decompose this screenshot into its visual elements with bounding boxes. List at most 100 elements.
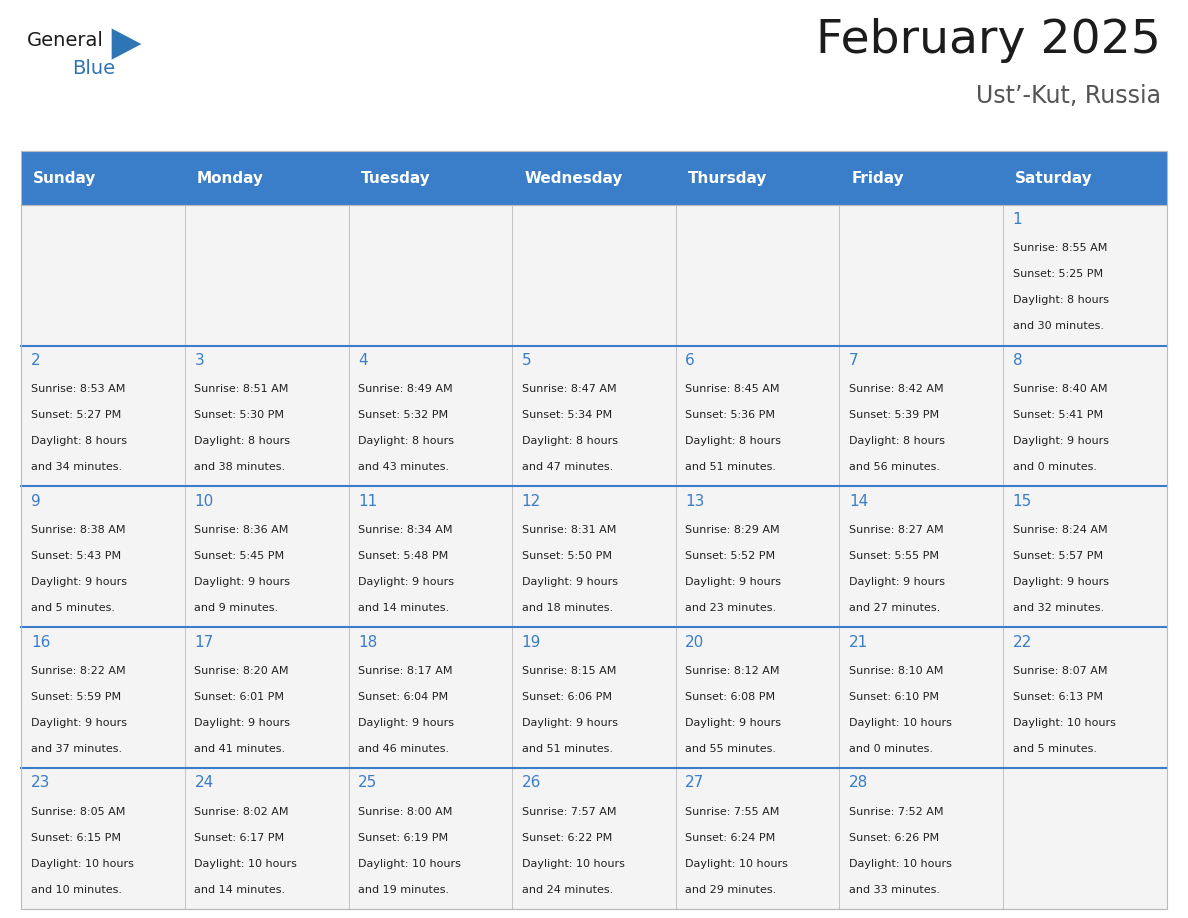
Text: Sunset: 5:27 PM: Sunset: 5:27 PM [31, 410, 121, 420]
Bar [512, 205, 676, 345]
Text: and 18 minutes.: and 18 minutes. [522, 603, 613, 613]
Text: Daylight: 9 hours: Daylight: 9 hours [31, 577, 127, 587]
Text: Daylight: 10 hours: Daylight: 10 hours [195, 858, 297, 868]
Text: Daylight: 8 hours: Daylight: 8 hours [522, 436, 618, 446]
Bar [676, 627, 840, 768]
Text: Sunset: 5:55 PM: Sunset: 5:55 PM [849, 551, 939, 561]
Text: Sunset: 6:19 PM: Sunset: 6:19 PM [358, 833, 448, 843]
Bar [512, 345, 676, 487]
Text: and 10 minutes.: and 10 minutes. [31, 885, 122, 895]
Text: Daylight: 9 hours: Daylight: 9 hours [849, 577, 944, 587]
Text: Sunset: 6:06 PM: Sunset: 6:06 PM [522, 692, 612, 701]
Text: Sunrise: 8:02 AM: Sunrise: 8:02 AM [195, 807, 289, 816]
Text: and 5 minutes.: and 5 minutes. [31, 603, 115, 613]
Text: Sunset: 6:10 PM: Sunset: 6:10 PM [849, 692, 939, 701]
Bar [348, 345, 512, 487]
Text: Sunrise: 8:29 AM: Sunrise: 8:29 AM [685, 525, 781, 535]
Text: and 47 minutes.: and 47 minutes. [522, 463, 613, 472]
Text: Daylight: 9 hours: Daylight: 9 hours [685, 577, 782, 587]
Text: Blue: Blue [72, 59, 115, 78]
Text: Daylight: 9 hours: Daylight: 9 hours [1012, 577, 1108, 587]
Bar [21, 345, 185, 487]
Text: Monday: Monday [197, 171, 264, 185]
Text: 5: 5 [522, 353, 531, 368]
Text: Daylight: 10 hours: Daylight: 10 hours [849, 718, 952, 728]
Text: 24: 24 [195, 776, 214, 790]
Text: Sunset: 5:32 PM: Sunset: 5:32 PM [358, 410, 448, 420]
Text: Sunset: 5:41 PM: Sunset: 5:41 PM [1012, 410, 1102, 420]
Text: Sunset: 6:26 PM: Sunset: 6:26 PM [849, 833, 939, 843]
Bar [1003, 205, 1167, 345]
Text: and 5 minutes.: and 5 minutes. [1012, 744, 1097, 754]
Bar [21, 205, 185, 345]
Text: Daylight: 9 hours: Daylight: 9 hours [522, 718, 618, 728]
Text: Sunset: 6:08 PM: Sunset: 6:08 PM [685, 692, 776, 701]
Text: Sunrise: 8:40 AM: Sunrise: 8:40 AM [1012, 384, 1107, 394]
Bar [840, 345, 1003, 487]
Text: Sunrise: 8:34 AM: Sunrise: 8:34 AM [358, 525, 453, 535]
Bar [1003, 627, 1167, 768]
Text: and 41 minutes.: and 41 minutes. [195, 744, 285, 754]
Text: and 51 minutes.: and 51 minutes. [522, 744, 613, 754]
Bar [840, 487, 1003, 627]
Text: Sunset: 6:22 PM: Sunset: 6:22 PM [522, 833, 612, 843]
Text: Sunrise: 8:22 AM: Sunrise: 8:22 AM [31, 666, 126, 676]
Text: Daylight: 10 hours: Daylight: 10 hours [1012, 718, 1116, 728]
Text: Daylight: 8 hours: Daylight: 8 hours [195, 436, 291, 446]
Text: 23: 23 [31, 776, 50, 790]
Text: Sunrise: 8:55 AM: Sunrise: 8:55 AM [1012, 243, 1107, 253]
Bar [185, 205, 348, 345]
Text: Sunset: 6:13 PM: Sunset: 6:13 PM [1012, 692, 1102, 701]
Text: Sunday: Sunday [33, 171, 96, 185]
Text: Tuesday: Tuesday [360, 171, 430, 185]
Text: 13: 13 [685, 494, 704, 509]
Bar [21, 627, 185, 768]
Bar [840, 627, 1003, 768]
Text: Wednesday: Wednesday [524, 171, 623, 185]
Text: Sunset: 5:43 PM: Sunset: 5:43 PM [31, 551, 121, 561]
Text: 26: 26 [522, 776, 541, 790]
Text: Daylight: 9 hours: Daylight: 9 hours [522, 577, 618, 587]
Text: Sunrise: 8:49 AM: Sunrise: 8:49 AM [358, 384, 453, 394]
Text: Sunrise: 8:12 AM: Sunrise: 8:12 AM [685, 666, 779, 676]
Text: and 43 minutes.: and 43 minutes. [358, 463, 449, 472]
Text: Daylight: 10 hours: Daylight: 10 hours [685, 858, 788, 868]
Text: Daylight: 9 hours: Daylight: 9 hours [358, 577, 454, 587]
Text: 3: 3 [195, 353, 204, 368]
Text: Daylight: 9 hours: Daylight: 9 hours [685, 718, 782, 728]
Text: Daylight: 9 hours: Daylight: 9 hours [1012, 436, 1108, 446]
Text: and 32 minutes.: and 32 minutes. [1012, 603, 1104, 613]
Text: and 33 minutes.: and 33 minutes. [849, 885, 940, 895]
Text: and 29 minutes.: and 29 minutes. [685, 885, 777, 895]
Bar [348, 627, 512, 768]
Bar [185, 768, 348, 909]
Text: 20: 20 [685, 634, 704, 650]
Text: Sunrise: 8:36 AM: Sunrise: 8:36 AM [195, 525, 289, 535]
Text: Sunset: 6:01 PM: Sunset: 6:01 PM [195, 692, 284, 701]
Text: Sunset: 5:39 PM: Sunset: 5:39 PM [849, 410, 939, 420]
Text: 9: 9 [31, 494, 40, 509]
Text: Sunrise: 8:38 AM: Sunrise: 8:38 AM [31, 525, 126, 535]
Bar [21, 487, 185, 627]
Text: Sunrise: 7:57 AM: Sunrise: 7:57 AM [522, 807, 617, 816]
Bar [840, 768, 1003, 909]
Text: Daylight: 8 hours: Daylight: 8 hours [358, 436, 454, 446]
Text: and 34 minutes.: and 34 minutes. [31, 463, 122, 472]
Text: 16: 16 [31, 634, 50, 650]
Text: Sunset: 5:34 PM: Sunset: 5:34 PM [522, 410, 612, 420]
Text: 15: 15 [1012, 494, 1031, 509]
Text: 1: 1 [1012, 212, 1022, 227]
Text: and 51 minutes.: and 51 minutes. [685, 463, 776, 472]
Text: 6: 6 [685, 353, 695, 368]
Text: 27: 27 [685, 776, 704, 790]
Text: Sunset: 5:59 PM: Sunset: 5:59 PM [31, 692, 121, 701]
Bar [512, 487, 676, 627]
Text: and 9 minutes.: and 9 minutes. [195, 603, 279, 613]
Text: Daylight: 10 hours: Daylight: 10 hours [849, 858, 952, 868]
Text: 17: 17 [195, 634, 214, 650]
Bar [21, 768, 185, 909]
Text: Sunrise: 8:07 AM: Sunrise: 8:07 AM [1012, 666, 1107, 676]
Text: Daylight: 10 hours: Daylight: 10 hours [522, 858, 625, 868]
Text: 8: 8 [1012, 353, 1022, 368]
Text: and 55 minutes.: and 55 minutes. [685, 744, 776, 754]
